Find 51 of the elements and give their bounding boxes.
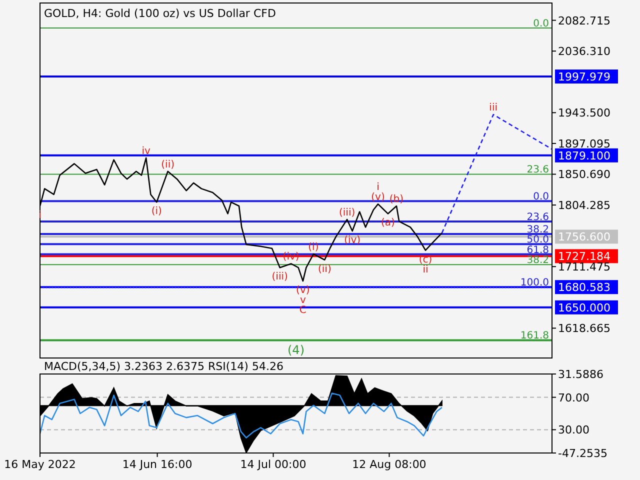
line-series <box>40 392 443 438</box>
ref-line-label: 100.0 <box>520 278 549 289</box>
ref-line-label: 23.6 <box>526 212 549 223</box>
x-tick-label: 16 May 2022 <box>4 458 76 471</box>
annotation: 0.0 <box>533 18 549 30</box>
y-tick-label: -47.2535 <box>558 447 608 460</box>
y2-tick-label: 70.00 <box>558 391 590 404</box>
y-tick-label: 2082.715 <box>558 14 610 28</box>
ref-line-label: 1997.979 <box>558 70 610 84</box>
annotation: iv <box>142 146 151 157</box>
y2-tick-label: 30.00 <box>558 424 590 437</box>
annotation: (iii) <box>272 272 288 283</box>
y-tick-label: 1897.095 <box>558 137 610 150</box>
ref-line-label: 38.2 <box>526 224 549 236</box>
annotation: (4) <box>288 343 304 357</box>
y-tick-label: 31.5886 <box>558 368 604 381</box>
x-tick-label: 14 Jun 16:00 <box>122 458 192 471</box>
annotation: (ii) <box>161 159 175 170</box>
annotation: (c) <box>418 254 432 266</box>
annotation: 38.2 <box>526 255 549 266</box>
annotation: C <box>299 305 306 316</box>
ref-line-label: 1680.583 <box>558 281 610 294</box>
annotation: (ii) <box>318 264 332 275</box>
annotation: (iii) <box>339 207 356 218</box>
ref-line-label: 50.0 <box>526 234 549 246</box>
ref-line-label: 1727.184 <box>558 250 610 264</box>
ref-line-label: 61.8 <box>526 244 549 256</box>
y-tick-label: 1618.665 <box>558 322 610 336</box>
annotation: 23.6 <box>526 164 549 176</box>
y-tick-label: 1804.285 <box>558 199 610 212</box>
chart-title: MACD(5,34,5) 3.2363 2.6375 RSI(14) 54.26 <box>44 360 284 373</box>
chart-title: GOLD, H4: Gold (100 oz) vs US Dollar CFD <box>44 7 276 20</box>
annotation: (v) <box>296 285 310 296</box>
annotation: i <box>376 182 380 194</box>
annotation: i <box>38 210 42 222</box>
y-tick-label: 1850.690 <box>558 168 610 182</box>
ref-line-label: 161.8 <box>520 330 549 342</box>
ref-line-label: 1650.000 <box>558 301 610 314</box>
annotation: iii <box>489 102 498 114</box>
y-tick-label: 1943.500 <box>558 106 610 120</box>
annotation: (i) <box>151 206 162 218</box>
x-tick-label: 12 Aug 08:00 <box>352 458 426 471</box>
ref-line-label: 1879.100 <box>558 149 610 162</box>
ref-line-label: 0.0 <box>533 192 549 203</box>
ref-line-label: 1756.600 <box>558 230 610 244</box>
y-tick-label: 1711.475 <box>558 260 610 274</box>
annotation: v <box>300 295 306 306</box>
annotation: (i) <box>308 242 319 254</box>
annotation: ii <box>422 264 428 276</box>
y-tick-label: 2036.310 <box>558 45 610 58</box>
x-tick-label: 14 Jul 00:00 <box>240 458 306 471</box>
